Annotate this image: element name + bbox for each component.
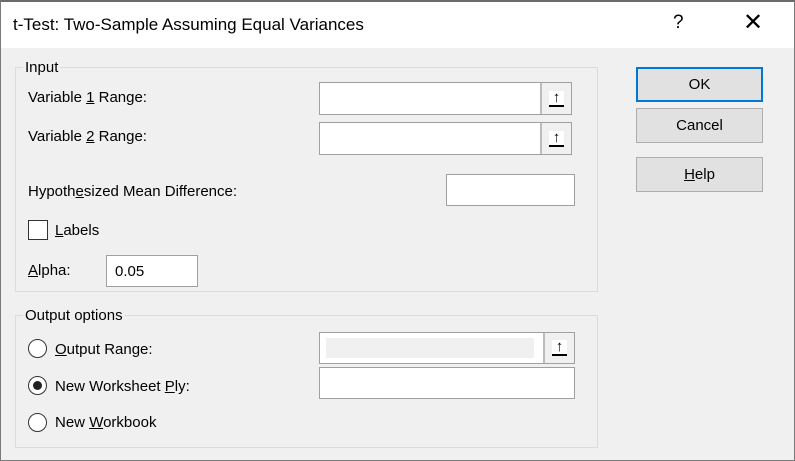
- new-worksheet-label: New Worksheet Ply:: [55, 378, 190, 395]
- ok-button[interactable]: OK: [636, 67, 763, 102]
- new-worksheet-input[interactable]: [319, 367, 575, 399]
- alpha-label: Alpha:: [28, 262, 71, 279]
- output-range-radio[interactable]: [28, 339, 47, 358]
- hypothesized-mean-label: Hypothesized Mean Difference:: [28, 183, 238, 200]
- variable1-range-input[interactable]: ↑: [319, 82, 572, 115]
- input-group: [15, 67, 598, 292]
- upload-arrow-icon: ↑: [548, 130, 565, 147]
- output-group-label: Output options: [23, 307, 125, 324]
- output-range-select-button[interactable]: ↑: [543, 333, 574, 363]
- alpha-input[interactable]: 0.05: [106, 255, 198, 287]
- input-group-label: Input: [23, 59, 61, 76]
- upload-arrow-icon: ↑: [551, 339, 568, 356]
- labels-checkbox[interactable]: [28, 220, 48, 240]
- output-group: [15, 315, 598, 448]
- variable1-label: Variable 1 Range:: [28, 89, 147, 106]
- dialog-title: t-Test: Two-Sample Assuming Equal Varian…: [13, 15, 364, 34]
- help-question-icon[interactable]: ?: [673, 12, 684, 33]
- new-worksheet-radio[interactable]: [28, 376, 47, 395]
- variable2-label: Variable 2 Range:: [28, 128, 147, 145]
- hypothesized-mean-input[interactable]: [446, 174, 575, 206]
- output-range-label: Output Range:: [55, 341, 153, 358]
- new-workbook-label: New Workbook: [55, 414, 157, 431]
- upload-arrow-icon: ↑: [548, 90, 565, 107]
- cancel-button[interactable]: Cancel: [636, 108, 763, 143]
- output-range-input[interactable]: ↑: [319, 332, 575, 364]
- variable2-range-select-button[interactable]: ↑: [540, 123, 571, 154]
- variable1-range-select-button[interactable]: ↑: [540, 83, 571, 114]
- close-icon[interactable]: ✕: [743, 9, 764, 36]
- new-workbook-radio[interactable]: [28, 413, 47, 432]
- labels-label: Labels: [55, 222, 100, 239]
- variable2-range-input[interactable]: ↑: [319, 122, 572, 155]
- title-bar: t-Test: Two-Sample Assuming Equal Varian…: [1, 2, 794, 48]
